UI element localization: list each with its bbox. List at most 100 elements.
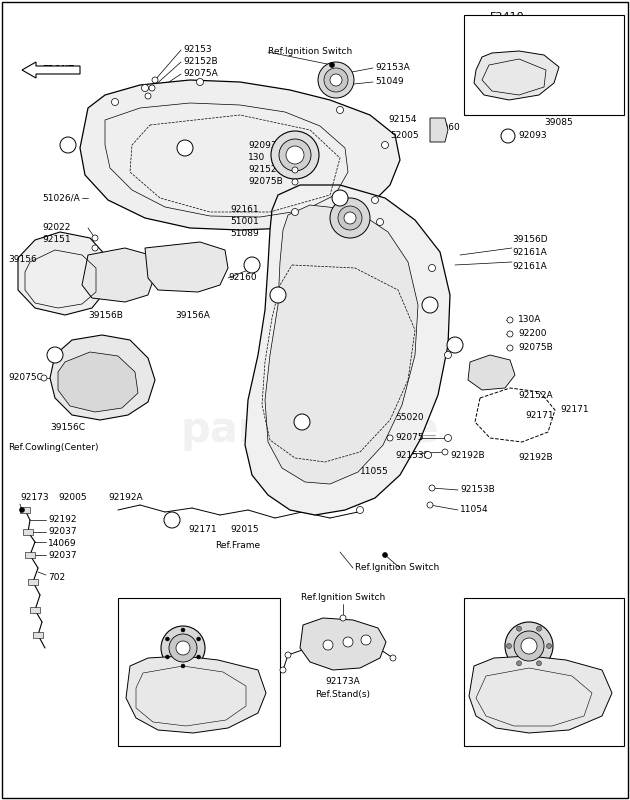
Text: 39156B: 39156B	[88, 310, 123, 319]
Polygon shape	[126, 656, 266, 733]
Text: 92153: 92153	[183, 46, 212, 54]
Circle shape	[271, 131, 319, 179]
Circle shape	[92, 245, 98, 251]
Text: Ref.Ignition Switch: Ref.Ignition Switch	[268, 47, 352, 57]
Circle shape	[197, 637, 200, 641]
Polygon shape	[468, 355, 515, 390]
Text: 92015: 92015	[230, 526, 259, 534]
Circle shape	[505, 622, 553, 670]
Text: 92022: 92022	[42, 223, 71, 233]
Circle shape	[329, 62, 335, 67]
Text: 11060: 11060	[432, 123, 461, 133]
Circle shape	[181, 664, 185, 668]
Polygon shape	[265, 205, 418, 484]
Text: 92161A: 92161A	[512, 262, 547, 271]
Circle shape	[292, 179, 298, 185]
Text: WCD: WCD	[533, 734, 555, 742]
Text: Block: Block	[140, 714, 163, 722]
Text: 92152B: 92152B	[183, 58, 217, 66]
Circle shape	[507, 331, 513, 337]
Circle shape	[161, 626, 205, 670]
Circle shape	[447, 337, 463, 353]
Circle shape	[292, 167, 298, 173]
Text: (JGF): (JGF)	[552, 25, 574, 34]
Text: 92093: 92093	[518, 131, 547, 141]
Circle shape	[169, 634, 197, 662]
Bar	[23, 529, 33, 535]
Circle shape	[330, 74, 342, 86]
Circle shape	[445, 434, 452, 442]
Circle shape	[517, 626, 522, 631]
Bar	[28, 579, 38, 585]
Circle shape	[149, 85, 155, 91]
Circle shape	[41, 375, 47, 381]
Circle shape	[280, 667, 286, 673]
Text: 92152: 92152	[248, 166, 277, 174]
Text: 92171: 92171	[525, 410, 554, 419]
Circle shape	[507, 643, 512, 649]
Text: (51001): (51001)	[469, 606, 505, 614]
Text: E: E	[276, 290, 280, 299]
Text: 92173: 92173	[20, 494, 49, 502]
Text: 92161: 92161	[230, 206, 259, 214]
Text: 92037: 92037	[48, 551, 77, 561]
Polygon shape	[82, 248, 155, 302]
Circle shape	[270, 287, 286, 303]
Circle shape	[425, 451, 432, 458]
Circle shape	[244, 257, 260, 273]
Text: Ref.Ignition Switch: Ref.Ignition Switch	[301, 594, 385, 602]
Circle shape	[177, 140, 193, 156]
Text: Ref.Stand(s): Ref.Stand(s)	[316, 690, 370, 699]
Circle shape	[323, 640, 333, 650]
Circle shape	[166, 655, 169, 659]
Circle shape	[361, 635, 371, 645]
Circle shape	[507, 317, 513, 323]
Circle shape	[427, 502, 433, 508]
Circle shape	[292, 155, 298, 161]
Polygon shape	[474, 51, 559, 100]
Text: 92192: 92192	[48, 515, 76, 525]
Circle shape	[152, 77, 158, 83]
Circle shape	[164, 512, 180, 528]
Text: 130A: 130A	[518, 315, 541, 325]
Text: 92161A: 92161A	[512, 248, 547, 257]
Circle shape	[340, 615, 346, 621]
Circle shape	[343, 637, 353, 647]
Circle shape	[324, 68, 348, 92]
Text: Green: Green	[474, 694, 500, 702]
Text: A: A	[299, 418, 305, 426]
Text: 92192A: 92192A	[108, 494, 142, 502]
Circle shape	[445, 351, 452, 358]
Circle shape	[390, 655, 396, 661]
Circle shape	[292, 209, 299, 215]
Circle shape	[429, 485, 435, 491]
Text: WD: WD	[536, 102, 552, 111]
Text: 92075A: 92075A	[183, 70, 218, 78]
Circle shape	[507, 345, 513, 351]
Text: 39156C: 39156C	[50, 423, 85, 433]
Circle shape	[286, 146, 304, 164]
Polygon shape	[22, 62, 80, 78]
Text: Green: Green	[130, 698, 156, 707]
Text: 92075B: 92075B	[248, 178, 283, 186]
Circle shape	[521, 638, 537, 654]
Circle shape	[382, 553, 387, 558]
Polygon shape	[50, 335, 155, 420]
Text: 92152A: 92152A	[518, 390, 553, 399]
Circle shape	[285, 652, 291, 658]
Text: 92151: 92151	[42, 235, 71, 245]
Text: WD: WD	[191, 734, 207, 742]
Text: 39156: 39156	[8, 255, 37, 265]
Circle shape	[112, 98, 118, 106]
Circle shape	[382, 142, 389, 149]
Bar	[33, 632, 43, 638]
Text: 92171: 92171	[188, 526, 217, 534]
Circle shape	[332, 190, 348, 206]
Bar	[20, 507, 30, 513]
Circle shape	[377, 218, 384, 226]
Text: Ref.Frame: Ref.Frame	[215, 541, 260, 550]
Text: F: F	[453, 341, 457, 350]
Circle shape	[197, 655, 200, 659]
Text: 11055: 11055	[360, 467, 389, 477]
Circle shape	[294, 414, 310, 430]
